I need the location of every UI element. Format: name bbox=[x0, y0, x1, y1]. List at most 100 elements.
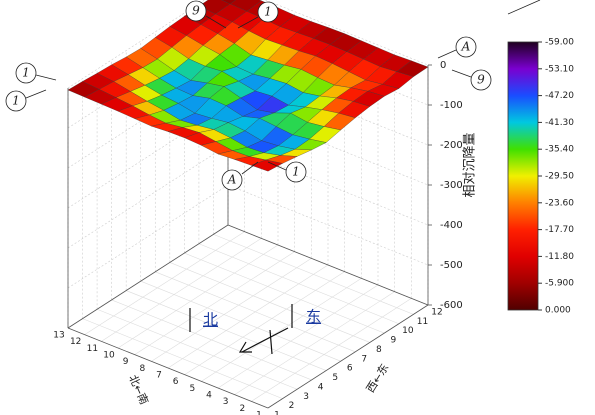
floor-grid-line bbox=[111, 299, 312, 381]
compass-arrow bbox=[241, 327, 289, 353]
compass bbox=[189, 304, 293, 355]
callout-line bbox=[437, 49, 457, 59]
callout bbox=[455, 36, 477, 58]
x-tick-label: 6 bbox=[173, 377, 179, 387]
colorbar-tick-label: -17.70 bbox=[545, 225, 574, 235]
colorbar-scale bbox=[507, 41, 539, 311]
callout-line bbox=[237, 16, 259, 29]
z-tick-label: 0 bbox=[440, 60, 446, 71]
colorbar-tick-label: -5.900 bbox=[545, 279, 574, 289]
x-tick-label: 5 bbox=[189, 384, 195, 394]
z-tick-label: -300 bbox=[440, 180, 463, 191]
x-axis-label: 北←南 bbox=[126, 373, 151, 407]
z-tick-label: -500 bbox=[440, 260, 463, 271]
y-tick-label: 10 bbox=[402, 326, 414, 336]
floor-grid-line bbox=[184, 271, 345, 375]
y-tick-label: 5 bbox=[332, 373, 338, 383]
floor-grid-line bbox=[184, 252, 385, 334]
callout bbox=[285, 161, 307, 183]
x-tick-label: 1 bbox=[256, 411, 262, 415]
callout-label: 9 bbox=[477, 73, 485, 87]
callout bbox=[221, 169, 243, 191]
floor-grid-line bbox=[84, 231, 245, 335]
colorbar-tick-label: -35.40 bbox=[545, 145, 574, 155]
colorbar-tick-label: -23.60 bbox=[545, 198, 574, 208]
y-tick-label: 8 bbox=[376, 345, 382, 355]
callout-label: A bbox=[461, 40, 471, 54]
y-axis-label: 西←东 bbox=[364, 362, 392, 395]
wall-grid-line bbox=[67, 144, 229, 249]
callout bbox=[15, 62, 37, 84]
floor-grid-line bbox=[251, 298, 412, 402]
callout-labels: 9 1 A 9 1 1 A 1 bbox=[12, 4, 485, 187]
callout bbox=[470, 69, 492, 91]
callout-line bbox=[267, 161, 287, 171]
floor-grid-line bbox=[169, 262, 370, 343]
x-tick-label: 8 bbox=[139, 364, 145, 374]
z-tick-label: -200 bbox=[440, 140, 463, 151]
floor-grid-line bbox=[101, 238, 262, 342]
floor-grid-line bbox=[201, 278, 362, 382]
y-tick-label: 1 bbox=[274, 411, 280, 415]
floor-grid-line bbox=[167, 264, 329, 369]
callout-label: 1 bbox=[22, 66, 30, 80]
colorbar-tick-label: -29.50 bbox=[545, 172, 574, 182]
callouts bbox=[5, 0, 541, 191]
floor-grid-line bbox=[217, 284, 379, 389]
x-tick-label: 11 bbox=[87, 344, 98, 354]
y-tick-label: 12 bbox=[431, 308, 442, 318]
floor-grid-line bbox=[198, 243, 400, 325]
z-tick-label: -600 bbox=[440, 300, 463, 311]
floor-grid-line bbox=[82, 318, 283, 399]
box-edge bbox=[67, 224, 229, 329]
callout-label: 9 bbox=[192, 4, 200, 18]
z-tick-label: -100 bbox=[440, 100, 463, 111]
z-axis-label: 相对沉降量 bbox=[463, 132, 478, 197]
compass-east: 东 bbox=[306, 308, 321, 326]
callout-label: 1 bbox=[264, 5, 272, 19]
floor-grid-line bbox=[134, 251, 295, 355]
surface bbox=[67, 0, 429, 172]
floor-grid-line bbox=[126, 290, 327, 371]
y-tick-label: 2 bbox=[289, 401, 295, 411]
y-tick-label: 9 bbox=[390, 336, 396, 346]
y-tick-label: 6 bbox=[347, 364, 353, 374]
floor-grid-line bbox=[151, 258, 312, 362]
callout bbox=[5, 90, 27, 112]
floor-grid-line bbox=[140, 280, 341, 362]
arrow-head bbox=[238, 341, 252, 353]
x-tick-label: 3 bbox=[223, 397, 229, 407]
callout-line bbox=[25, 89, 47, 99]
colorbar-tick-label: 0.000 bbox=[545, 306, 571, 316]
compass-arrow bbox=[269, 329, 273, 355]
callout-line bbox=[35, 74, 57, 81]
floor-grid-line bbox=[117, 244, 279, 349]
x-tick-label: 9 bbox=[123, 357, 129, 367]
wall-grid-line bbox=[67, 184, 229, 289]
y-tick-label: 7 bbox=[361, 354, 367, 364]
x-tick-label: 13 bbox=[53, 331, 64, 341]
x-tick-label: 10 bbox=[103, 351, 115, 361]
colorbar: -59.00 -53.10 -47.20 -41.30 -35.40 -29.50 -23.… bbox=[507, 38, 574, 316]
box-edge bbox=[267, 304, 429, 409]
callout-line bbox=[241, 161, 259, 175]
x-tick-label: 2 bbox=[239, 404, 245, 414]
callout-label: 1 bbox=[292, 165, 300, 179]
floor-grid-line bbox=[155, 271, 356, 353]
colorbar-tick-label: -59.00 bbox=[545, 38, 574, 48]
decor-line bbox=[507, 0, 541, 15]
y-tick-label: 4 bbox=[318, 382, 324, 392]
callout-label: 1 bbox=[12, 94, 20, 108]
x-tick-label: 12 bbox=[70, 337, 81, 347]
floor-grid-line bbox=[96, 308, 298, 390]
colorbar-tick-label: -53.10 bbox=[545, 64, 574, 74]
colorbar-tick-label: -41.30 bbox=[545, 118, 574, 128]
callout-line bbox=[205, 15, 227, 29]
compass-north: 北 bbox=[203, 311, 218, 329]
callout bbox=[185, 0, 207, 22]
y-tick-label: 3 bbox=[303, 392, 309, 402]
callout-line bbox=[451, 69, 472, 78]
callout-label: A bbox=[227, 173, 237, 187]
callout bbox=[257, 1, 279, 23]
